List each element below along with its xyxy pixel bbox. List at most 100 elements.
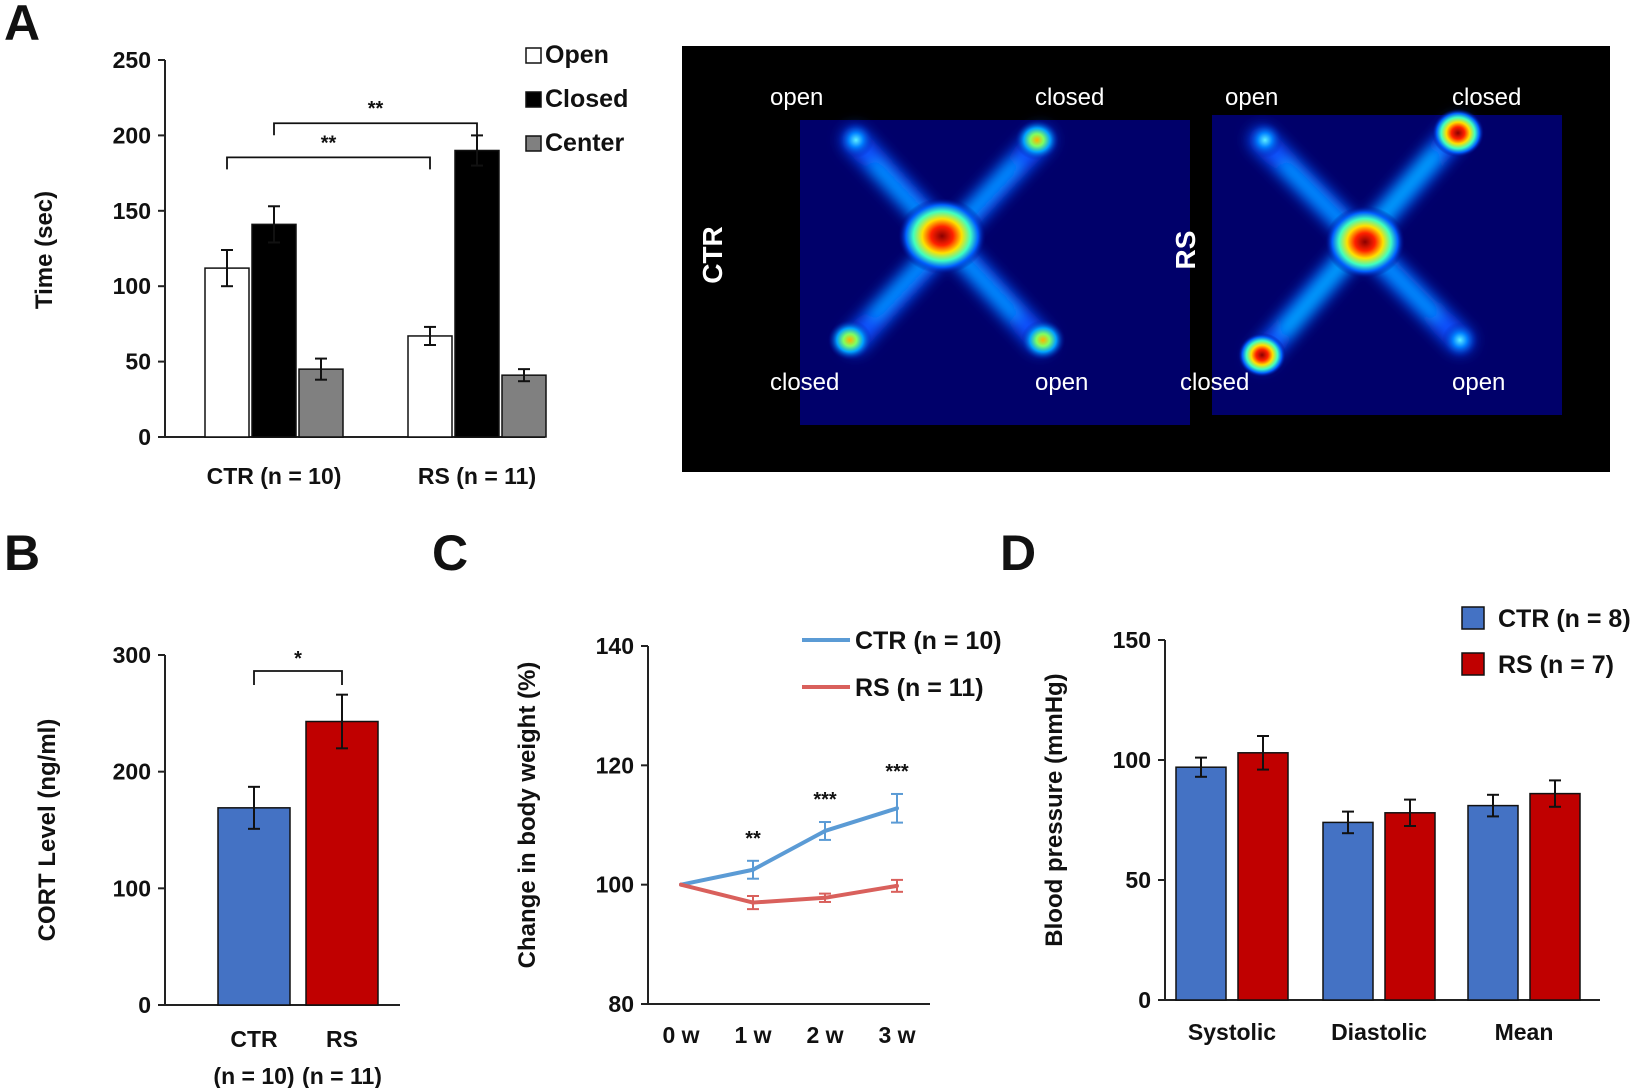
chart-a-legend-label-closed: Closed: [545, 85, 628, 113]
chart-c-legend-label-ctr: CTR (n = 10): [855, 627, 1002, 655]
chart-b-ytick-label: 100: [113, 875, 151, 901]
chart-c-significance-label: ***: [885, 761, 909, 783]
chart-a-y-axis-title: Time (sec): [31, 191, 58, 309]
chart-a-xtick-label: CTR (n = 10): [207, 463, 342, 489]
chart-b-cort-level: 0 100 200 300 * CTR (n = 10) RS (n = 11) CORT …: [34, 642, 400, 1088]
chart-c-xtick-label: 2 w: [806, 1022, 843, 1048]
chart-c-point: [679, 882, 683, 887]
heatmap-rs-label-top-left: open: [1225, 84, 1278, 111]
chart-b-ytick-label: 300: [113, 642, 151, 668]
chart-a-bar-center: [501, 374, 547, 438]
chart-a-xtick-label: RS (n = 11): [418, 463, 536, 489]
heatmap-ctr-label-top-right: closed: [1035, 84, 1104, 111]
chart-d-legend-label-rs: RS (n = 7): [1498, 651, 1614, 679]
chart-b-ytick-label: 200: [113, 759, 151, 785]
heatmap-panel: open closed closed open open closed clos…: [682, 46, 1610, 472]
chart-a-significance-label: **: [321, 132, 337, 154]
chart-d-bar-diastolic-rs: [1384, 812, 1436, 1001]
chart-c-point: [751, 900, 755, 905]
chart-b-ytick-label: 0: [138, 992, 151, 1018]
chart-a-significance-bracket: [273, 122, 478, 136]
chart-a-bar-open: [407, 335, 453, 438]
chart-a-legend-label-open: Open: [545, 41, 609, 69]
chart-a-legend-swatch-center: [525, 135, 542, 152]
chart-a-significance-bracket: [226, 156, 431, 170]
heatmap-ctr-label-top-left: open: [770, 84, 823, 111]
chart-a-bar-closed: [454, 149, 500, 438]
chart-c-xtick-label: 1 w: [734, 1022, 771, 1048]
chart-b-bar-ctr: [217, 807, 291, 1006]
chart-c-point: [823, 828, 827, 833]
chart-d-ytick-label: 50: [1125, 867, 1151, 893]
chart-a-ytick-label: 100: [113, 273, 151, 299]
chart-c-ytick-label: 120: [596, 752, 634, 778]
chart-c-point: [895, 883, 899, 888]
chart-a-legend-swatch-open: [525, 47, 542, 64]
heatmap-ctr-label-bottom-right: open: [1035, 369, 1088, 396]
heatmap-group-ctr: CTR: [697, 226, 728, 284]
chart-d-bar-systolic-rs: [1237, 752, 1289, 1001]
chart-b-bar-rs: [305, 720, 379, 1006]
chart-a-significance-label: **: [368, 98, 384, 120]
chart-d-bar-diastolic-ctr: [1322, 821, 1374, 1001]
chart-b-xtick-n: (n = 11): [302, 1063, 382, 1088]
chart-c-ytick-label: 100: [596, 872, 634, 898]
chart-c-legend: CTR (n = 10) RS (n = 11): [802, 627, 1002, 702]
chart-d-legend-label-ctr: CTR (n = 8): [1498, 605, 1631, 633]
chart-c-ytick-label: 80: [608, 991, 634, 1017]
chart-d-xtick-label: Mean: [1495, 1019, 1554, 1045]
chart-d-bar-systolic-ctr: [1175, 766, 1227, 1001]
chart-c-series-line-rs: [680, 882, 898, 905]
chart-d-legend: CTR (n = 8) RS (n = 7): [1461, 605, 1631, 679]
heatmap-ctr-arena: [800, 120, 1190, 425]
chart-b-significance-bracket: [253, 670, 343, 685]
chart-a-time-in-arms: 0 50 100 150 200 250 ** ** CTR (n = 10) RS (n =…: [31, 41, 628, 489]
chart-a-ytick-label: 250: [113, 47, 151, 73]
panel-letter-c: C: [432, 525, 468, 581]
chart-a-ytick-label: 150: [113, 198, 151, 224]
heatmap-rs-arena: [1212, 109, 1562, 415]
chart-d-y-axis-title: Blood pressure (mmHg): [1041, 673, 1068, 946]
chart-d-legend-swatch-rs: [1461, 652, 1485, 676]
chart-c-point: [751, 867, 755, 872]
heatmap-rs-label-bottom-left: closed: [1180, 369, 1249, 396]
panel-letter-b: B: [4, 525, 40, 581]
chart-c-significance-label: ***: [813, 789, 837, 811]
heatmap-rs-center-hotspot: [1325, 206, 1405, 278]
chart-c-xtick-label: 0 w: [662, 1022, 699, 1048]
chart-b-xtick-label: CTR: [230, 1026, 278, 1052]
chart-b-significance-label: *: [294, 648, 302, 670]
chart-c-y-axis-title: Change in body weight (%): [514, 662, 541, 969]
chart-a-bar-closed: [251, 223, 297, 438]
chart-b-xtick-n: (n = 10): [213, 1063, 294, 1088]
chart-b-y-axis-title: CORT Level (ng/ml): [34, 719, 61, 942]
chart-a-ytick-label: 50: [125, 349, 151, 375]
chart-a-ytick-label: 0: [138, 424, 151, 450]
chart-c-point: [895, 806, 899, 811]
chart-d-xtick-label: Systolic: [1188, 1019, 1276, 1045]
chart-d-blood-pressure: 0 50 100 150 Systolic Diastolic Mean Blood pr…: [1041, 605, 1631, 1045]
chart-a-legend-swatch-closed: [525, 91, 542, 108]
chart-c-ytick-label: 140: [596, 633, 634, 659]
chart-d-xtick-label: Diastolic: [1331, 1019, 1427, 1045]
chart-a-legend: Open Closed Center: [525, 41, 628, 157]
chart-c-legend-label-rs: RS (n = 11): [855, 674, 984, 702]
chart-a-ytick-label: 200: [113, 122, 151, 148]
heatmap-ctr-center-hotspot: [898, 198, 986, 274]
chart-a-bar-open: [204, 267, 250, 438]
heatmap-ctr-label-bottom-left: closed: [770, 369, 839, 396]
heatmap-rs-label-top-right: closed: [1452, 84, 1521, 111]
chart-d-legend-swatch-ctr: [1461, 606, 1485, 630]
chart-c-point: [823, 895, 827, 900]
chart-c-xtick-label: 3 w: [878, 1022, 915, 1048]
chart-d-bar-mean-ctr: [1467, 804, 1519, 1001]
panel-letter-d: D: [1000, 525, 1036, 581]
heatmap-group-rs: RS: [1170, 231, 1201, 270]
chart-c-series-line-ctr: [680, 806, 898, 887]
chart-d-ytick-label: 100: [1113, 747, 1151, 773]
chart-d-ytick-label: 150: [1113, 627, 1151, 653]
panel-letter-a: A: [4, 0, 40, 51]
chart-c-significance-label: **: [745, 828, 761, 850]
